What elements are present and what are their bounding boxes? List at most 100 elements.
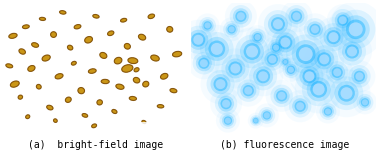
Ellipse shape: [278, 35, 292, 49]
Ellipse shape: [235, 35, 269, 68]
Ellipse shape: [254, 119, 258, 123]
Ellipse shape: [74, 25, 81, 29]
Ellipse shape: [31, 43, 39, 47]
Ellipse shape: [258, 71, 268, 81]
Ellipse shape: [338, 85, 355, 102]
Ellipse shape: [346, 20, 366, 39]
Ellipse shape: [19, 49, 26, 54]
Ellipse shape: [330, 76, 363, 110]
Ellipse shape: [133, 77, 140, 83]
Ellipse shape: [285, 64, 297, 76]
Ellipse shape: [319, 23, 347, 51]
Ellipse shape: [112, 109, 117, 114]
Ellipse shape: [142, 120, 146, 123]
Ellipse shape: [134, 68, 139, 72]
Ellipse shape: [274, 88, 290, 104]
Ellipse shape: [313, 83, 325, 95]
Ellipse shape: [32, 43, 39, 47]
Ellipse shape: [225, 118, 231, 124]
Ellipse shape: [116, 84, 124, 89]
Ellipse shape: [170, 89, 177, 93]
Ellipse shape: [275, 32, 295, 52]
Ellipse shape: [299, 66, 319, 86]
Ellipse shape: [19, 49, 25, 54]
Ellipse shape: [243, 43, 260, 60]
Ellipse shape: [28, 66, 35, 71]
Ellipse shape: [100, 52, 107, 58]
Ellipse shape: [222, 115, 234, 127]
Ellipse shape: [252, 31, 263, 43]
Ellipse shape: [200, 32, 234, 66]
Ellipse shape: [120, 18, 127, 22]
Ellipse shape: [116, 84, 124, 89]
Ellipse shape: [198, 58, 209, 69]
Ellipse shape: [51, 32, 56, 37]
Ellipse shape: [293, 12, 301, 20]
Ellipse shape: [304, 71, 314, 81]
Ellipse shape: [50, 32, 57, 37]
Ellipse shape: [36, 84, 41, 89]
Ellipse shape: [307, 21, 323, 37]
Ellipse shape: [291, 11, 302, 22]
Ellipse shape: [226, 23, 238, 35]
Ellipse shape: [336, 10, 375, 49]
Ellipse shape: [233, 8, 249, 24]
Ellipse shape: [199, 17, 216, 34]
Ellipse shape: [228, 61, 242, 75]
Ellipse shape: [18, 95, 23, 99]
Ellipse shape: [254, 34, 260, 40]
Ellipse shape: [196, 55, 212, 71]
Ellipse shape: [322, 105, 334, 118]
Ellipse shape: [246, 45, 258, 58]
Ellipse shape: [222, 100, 230, 108]
Ellipse shape: [244, 87, 252, 95]
Ellipse shape: [332, 9, 354, 31]
Ellipse shape: [348, 65, 371, 88]
Ellipse shape: [201, 19, 214, 31]
Ellipse shape: [347, 46, 357, 57]
Ellipse shape: [354, 71, 365, 82]
Text: (b) fluorescence image: (b) fluorescence image: [220, 140, 349, 150]
Ellipse shape: [220, 112, 236, 129]
Ellipse shape: [129, 96, 136, 100]
Ellipse shape: [284, 60, 287, 64]
Ellipse shape: [307, 77, 331, 101]
Ellipse shape: [148, 14, 155, 19]
Ellipse shape: [273, 19, 283, 29]
Ellipse shape: [264, 10, 292, 38]
Ellipse shape: [133, 77, 140, 83]
Ellipse shape: [281, 58, 289, 66]
Ellipse shape: [253, 118, 259, 123]
Ellipse shape: [65, 97, 71, 103]
Ellipse shape: [229, 26, 235, 32]
Ellipse shape: [304, 18, 326, 41]
Ellipse shape: [121, 65, 133, 72]
Ellipse shape: [235, 11, 246, 22]
Ellipse shape: [97, 100, 102, 105]
Ellipse shape: [243, 85, 254, 96]
Ellipse shape: [333, 68, 341, 76]
Ellipse shape: [302, 73, 336, 106]
Ellipse shape: [55, 74, 63, 79]
Ellipse shape: [42, 55, 50, 61]
Ellipse shape: [78, 88, 85, 94]
Ellipse shape: [82, 113, 88, 117]
Ellipse shape: [324, 107, 332, 116]
Ellipse shape: [302, 69, 316, 83]
Ellipse shape: [329, 64, 345, 80]
Ellipse shape: [121, 18, 127, 22]
Ellipse shape: [167, 26, 173, 32]
Ellipse shape: [172, 51, 182, 57]
Ellipse shape: [6, 64, 13, 68]
Ellipse shape: [270, 42, 282, 54]
Ellipse shape: [253, 66, 273, 86]
Ellipse shape: [327, 30, 341, 44]
Ellipse shape: [335, 12, 351, 28]
Ellipse shape: [138, 34, 146, 40]
Ellipse shape: [82, 113, 88, 117]
Ellipse shape: [268, 14, 288, 34]
Ellipse shape: [332, 67, 343, 78]
Ellipse shape: [54, 119, 57, 122]
Ellipse shape: [273, 45, 279, 51]
Ellipse shape: [128, 58, 138, 64]
